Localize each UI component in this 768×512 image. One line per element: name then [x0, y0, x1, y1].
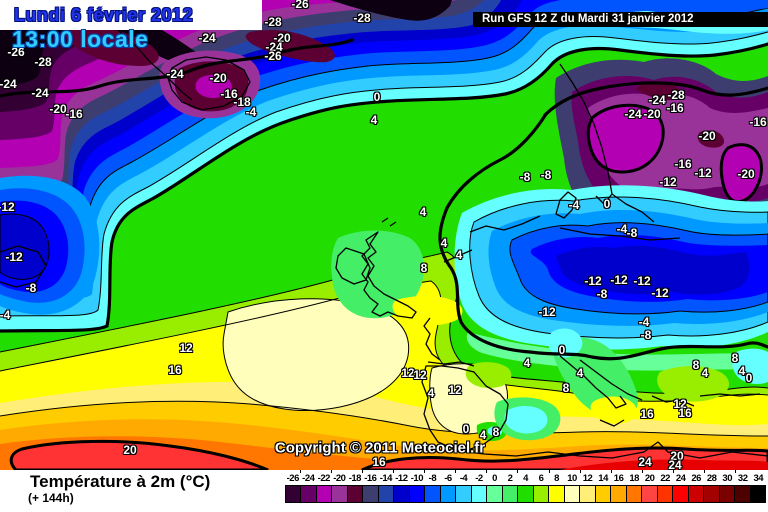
temperature-colorbar: -26 -24 -22 -20 -18 -16 -14 -12 -10 -8 -6 -4 -2 0 2 4 6 8…: [285, 470, 766, 503]
colorbar-swatch: [626, 486, 642, 502]
colorbar-swatch: [363, 486, 378, 502]
colorbar-swatch: [487, 486, 502, 502]
colorbar-swatch: [440, 486, 456, 502]
local-overlays: [331, 0, 768, 442]
colorbar-swatch: [502, 486, 518, 502]
colorbar-tick: -8: [428, 473, 437, 484]
colorbar-swatch: [580, 486, 595, 502]
colorbar-tickmark: [362, 470, 378, 473]
colorbar-swatch: [549, 486, 564, 502]
colorbar-swatch-row: [285, 485, 766, 503]
colorbar-swatch: [719, 486, 735, 502]
colorbar-swatch: [564, 486, 580, 502]
colorbar-tick: 4: [523, 473, 528, 484]
colorbar-swatch: [688, 486, 704, 502]
colorbar-tickmark: [703, 470, 720, 473]
colorbar-tick: 12: [582, 473, 593, 484]
valid-date-label: Lundi 6 février 2012: [14, 5, 194, 25]
coastlines: [0, 1, 768, 459]
colorbar-swatch: [518, 486, 533, 502]
colorbar-tickmark: [610, 470, 627, 473]
colorbar-tickmark: [548, 470, 565, 473]
colorbar-tickmark: [424, 470, 440, 473]
colorbar-tick: 0: [492, 473, 497, 484]
colorbar-swatch: [735, 486, 750, 502]
colorbar-tick: -26: [286, 473, 300, 484]
colorbar-tickmark: [734, 470, 751, 473]
colorbar-tick: 14: [598, 473, 608, 484]
forecast-offset-label: (+ 144h): [28, 491, 74, 505]
colorbar-tickmarks: [285, 470, 766, 473]
colorbar-swatch: [394, 486, 409, 502]
colorbar-swatch: [378, 486, 394, 502]
colorbar-tick: -12: [395, 473, 408, 484]
legend-band: Température à 2m (°C) (+ 144h) -26 -24 -22…: [0, 470, 768, 512]
colorbar-tick: 2: [507, 473, 513, 484]
colorbar-tick: -16: [364, 473, 377, 484]
colorbar-swatch: [471, 486, 487, 502]
colorbar-swatch: [316, 486, 332, 502]
colorbar-tick: -4: [459, 473, 468, 484]
colorbar-tick: 28: [706, 473, 717, 484]
colorbar-swatch: [301, 486, 316, 502]
colorbar-tick: -22: [317, 473, 331, 484]
colorbar-tickmark: [486, 470, 502, 473]
colorbar-tick: 30: [722, 473, 732, 484]
colorbar-tick: 18: [629, 473, 639, 484]
colorbar-swatch: [425, 486, 440, 502]
parameter-label: Température à 2m (°C): [30, 472, 211, 491]
colorbar-tickmark: [393, 470, 409, 473]
colorbar-tick: 26: [691, 473, 701, 484]
central-europe-cold-pool: [454, 185, 768, 371]
temperature-map: -26 -28 -24 -24 -20 -16 -24 -28 -20 -24 -26 -28 -26-…: [0, 0, 768, 472]
colorbar-tick: 16: [613, 473, 624, 484]
valid-time-label: 13:00 locale: [12, 26, 149, 52]
colorbar-tick: -6: [444, 473, 452, 484]
colorbar-tick-row: -26 -24 -22 -20 -18 -16 -14 -12 -10 -8 -6 -4 -2 0 2 4 6 8…: [285, 473, 766, 484]
colorbar-swatch: [533, 486, 549, 502]
colorbar-swatch: [595, 486, 611, 502]
colorbar-tick: 8: [554, 473, 559, 484]
colorbar-swatch: [286, 486, 301, 502]
colorbar-tick: -10: [410, 473, 424, 484]
colorbar-swatch: [704, 486, 719, 502]
labrador-cold-pocket: [0, 175, 100, 315]
colorbar-tickmark: [517, 470, 533, 473]
model-run-bar: Run GFS 12 Z du Mardi 31 janvier 2012: [473, 12, 768, 27]
colorbar-tick: -24: [302, 473, 315, 484]
warm-regions: [0, 251, 768, 470]
colorbar-swatch: [332, 486, 347, 502]
colorbar-tick: -2: [475, 473, 483, 484]
colorbar-tick: 32: [737, 473, 748, 484]
colorbar-swatch: [642, 486, 657, 502]
thick-contours: [0, 38, 768, 361]
colorbar-swatch: [673, 486, 688, 502]
colorbar-tick: 24: [675, 473, 686, 484]
colorbar-swatch: [611, 486, 626, 502]
colorbar-tickmark: [579, 470, 596, 473]
title-background: [0, 0, 262, 30]
colorbar-tickmark: [300, 470, 316, 473]
temperature-map-svg: [0, 0, 768, 470]
colorbar-tick: 20: [644, 473, 655, 484]
colorbar-tick: 6: [538, 473, 544, 484]
colorbar-tickmark: [455, 470, 471, 473]
colorbar-swatch: [750, 486, 766, 502]
colorbar-tick: 10: [567, 473, 577, 484]
colorbar-swatch: [456, 486, 471, 502]
colorbar-tick: 22: [660, 473, 670, 484]
colorbar-tickmark: [331, 470, 347, 473]
colorbar-tickmark: [672, 470, 689, 473]
colorbar-swatch: [409, 486, 425, 502]
colorbar-tick: -14: [379, 473, 393, 484]
colorbar-tick: -18: [348, 473, 362, 484]
colorbar-tick: -20: [333, 473, 346, 484]
colorbar-swatch: [657, 486, 673, 502]
colorbar-tick: 34: [753, 473, 764, 484]
colorbar-swatch: [347, 486, 363, 502]
colorbar-tickmark: [641, 470, 658, 473]
copyright-label: Copyright © 2011 Meteociel.fr: [274, 439, 486, 457]
